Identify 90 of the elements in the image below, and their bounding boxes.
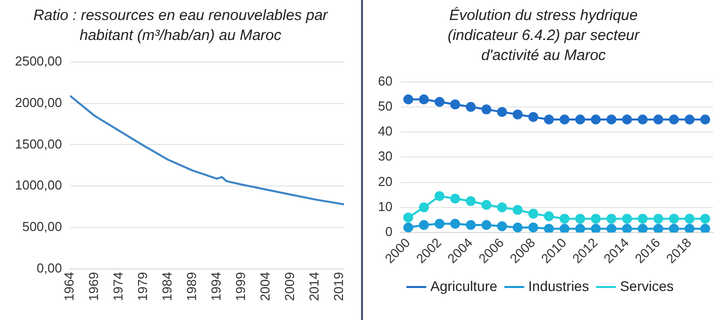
point xyxy=(638,114,648,124)
point xyxy=(653,214,664,224)
point xyxy=(450,218,460,229)
y-tick-label: 0 xyxy=(385,224,392,240)
point xyxy=(497,106,508,117)
x-tick-label: 2009 xyxy=(282,272,297,301)
y-tick-label: 2000,00 xyxy=(14,94,62,110)
point xyxy=(466,220,476,230)
y-tick-label: 2500,00 xyxy=(14,53,62,68)
y-tick-label: 30 xyxy=(378,148,392,164)
point xyxy=(481,104,492,114)
point xyxy=(560,224,570,233)
legend-label: Agriculture xyxy=(430,278,498,294)
point xyxy=(434,218,445,229)
x-tick-label: 1984 xyxy=(159,272,174,301)
point xyxy=(466,102,476,112)
chart-title: Ratio : ressources en eau renouvelables par habitant (m³/hab/an) au Maroc xyxy=(32,6,329,46)
legend-label: Services xyxy=(620,278,674,294)
point xyxy=(622,214,632,224)
point xyxy=(512,109,523,120)
point xyxy=(606,224,616,233)
y-tick-label: 1000,00 xyxy=(14,178,62,193)
point xyxy=(434,96,445,107)
point xyxy=(590,224,601,233)
point xyxy=(512,204,523,215)
y-tick-label: 20 xyxy=(378,174,392,189)
x-tick-label: 1964 xyxy=(62,272,77,301)
y-tick-label: 10 xyxy=(378,198,392,214)
point xyxy=(684,224,695,233)
point xyxy=(700,114,710,124)
point xyxy=(668,224,679,233)
point xyxy=(481,200,492,210)
point xyxy=(450,194,460,204)
point xyxy=(544,224,554,233)
point xyxy=(528,208,538,219)
point xyxy=(684,114,695,124)
point xyxy=(466,196,476,206)
point xyxy=(684,214,695,224)
point xyxy=(403,222,414,232)
x-tick-label: 1994 xyxy=(208,272,224,301)
point xyxy=(575,224,586,233)
point xyxy=(528,112,538,122)
y-tick-label: 1500,00 xyxy=(14,136,62,152)
point xyxy=(653,224,664,233)
x-tick-label: 1969 xyxy=(86,272,102,301)
point xyxy=(403,94,414,104)
point xyxy=(638,214,648,224)
x-tick-label: 2019 xyxy=(330,272,346,301)
point xyxy=(638,224,648,233)
legend-label: Industries xyxy=(528,278,589,294)
point xyxy=(668,114,679,124)
point xyxy=(700,214,710,224)
y-tick-label: 50 xyxy=(378,98,392,114)
point xyxy=(622,224,632,233)
point xyxy=(544,211,554,222)
point xyxy=(418,94,429,104)
x-tick-label: 2014 xyxy=(306,272,322,301)
point xyxy=(450,99,460,110)
point xyxy=(497,202,508,212)
point xyxy=(606,214,616,224)
chart-title: Évolution du stress hydrique (indicateur 6.4.2) par secteur d'activité au Maroc xyxy=(446,6,641,66)
point xyxy=(418,220,429,230)
point xyxy=(560,214,570,224)
point xyxy=(560,114,570,124)
x-tick-label: 1989 xyxy=(184,272,199,301)
point xyxy=(590,214,601,224)
point xyxy=(528,222,538,232)
point xyxy=(497,221,508,232)
y-tick-label: 60 xyxy=(378,73,392,88)
point xyxy=(403,212,414,222)
point xyxy=(590,114,601,124)
point xyxy=(700,224,710,233)
point xyxy=(575,214,586,224)
point xyxy=(544,114,554,124)
y-tick-label: 500,00 xyxy=(22,219,62,234)
x-tick-label: 1974 xyxy=(110,272,126,301)
x-tick-label: 2004 xyxy=(257,272,272,301)
x-tick-label: 1979 xyxy=(135,272,150,301)
point xyxy=(512,222,523,232)
point xyxy=(481,220,492,230)
point xyxy=(653,114,664,124)
point xyxy=(668,214,679,224)
x-tick-label: 1999 xyxy=(232,272,248,301)
point xyxy=(622,114,632,124)
point xyxy=(418,202,429,212)
point xyxy=(606,114,616,124)
point xyxy=(434,191,445,202)
y-tick-label: 0,00 xyxy=(36,260,62,276)
y-tick-label: 40 xyxy=(378,124,392,139)
point xyxy=(575,114,586,124)
